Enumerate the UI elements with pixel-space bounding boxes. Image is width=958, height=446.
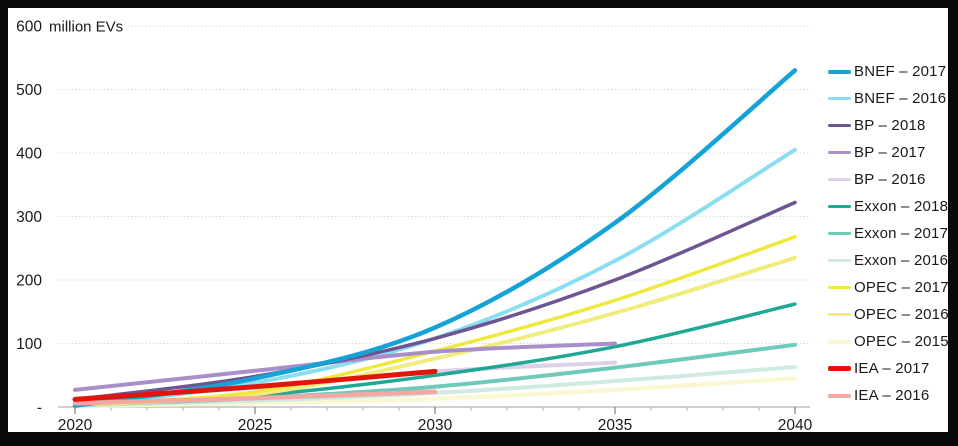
legend-item-opec-2015: OPEC – 2015 [828, 328, 949, 355]
legend-item-bnef-2016: BNEF – 2016 [828, 85, 946, 112]
chart-panel: - 100 200 300 400 500 600 million EVs 2020 2025 20… [8, 8, 949, 433]
legend-label: OPEC – 2017 [854, 279, 949, 296]
x-axis-label: 2040 [778, 417, 813, 432]
legend-item-bp-2017: BP – 2017 [828, 139, 946, 166]
legend-item-bp-2018: BP – 2018 [828, 112, 946, 139]
y-axis-label: 500 [16, 82, 42, 99]
legend-swatch-opec-2015 [828, 339, 851, 344]
series-line-iea-2017 [72, 368, 438, 402]
legend-label: OPEC – 2015 [854, 333, 949, 350]
legend-label: BNEF – 2016 [854, 90, 947, 107]
legend-label: Exxon – 2017 [854, 225, 949, 242]
legend-item-iea-2017: IEA – 2017 [828, 355, 946, 382]
legend-swatch-bnef-2016 [828, 96, 851, 101]
legend-label: Exxon – 2018 [854, 198, 949, 215]
y-axis-units-label: million EVs [49, 19, 123, 36]
legend-item-exxon-2017: Exxon – 2017 [828, 220, 949, 247]
x-axis-label: 2025 [238, 417, 272, 432]
legend-item-exxon-2018: Exxon – 2018 [828, 193, 949, 220]
y-axis-label: 200 [16, 273, 42, 290]
legend-swatch-bp-2018 [828, 124, 851, 127]
legend-swatch-exxon-2017 [828, 231, 851, 236]
series-line-bp-2018 [73, 200, 797, 402]
legend-swatch-bnef-2017 [828, 69, 851, 74]
x-axis-label: 2020 [58, 417, 93, 432]
legend-swatch-bp-2016 [828, 177, 851, 182]
y-axis-label: 400 [16, 146, 42, 163]
y-axis-label: 300 [16, 209, 42, 226]
legend-item-opec-2017: OPEC – 2017 [828, 274, 949, 301]
legend-swatch-opec-2016 [828, 312, 851, 317]
legend-label: Exxon – 2016 [854, 252, 949, 269]
legend-swatch-opec-2017 [828, 286, 851, 289]
legend-label: BP – 2017 [854, 144, 926, 161]
chart-legend: BNEF – 2017 BNEF – 2016 BP – 2018 BP – 2017… [828, 58, 949, 409]
legend-label: BP – 2016 [854, 171, 926, 188]
y-axis-label: 600 [16, 19, 42, 36]
y-axis-label: - [37, 400, 42, 417]
legend-label: OPEC – 2016 [854, 306, 949, 323]
legend-label: BNEF – 2017 [854, 63, 947, 80]
legend-label: BP – 2018 [854, 117, 926, 134]
legend-item-bnef-2017: BNEF – 2017 [828, 58, 946, 85]
y-axis-label: 100 [16, 336, 42, 353]
legend-swatch-bp-2017 [828, 150, 851, 155]
legend-item-opec-2016: OPEC – 2016 [828, 301, 949, 328]
legend-swatch-iea-2016 [828, 393, 851, 398]
legend-label: IEA – 2016 [854, 387, 930, 404]
legend-item-bp-2016: BP – 2016 [828, 166, 946, 193]
legend-item-iea-2016: IEA – 2016 [828, 382, 946, 409]
series-line-bnef-2017 [72, 68, 798, 408]
series-line-iea-2016 [72, 389, 438, 406]
x-axis-label: 2030 [418, 417, 453, 432]
legend-swatch-exxon-2016 [828, 258, 851, 263]
series-line-bnef-2016 [73, 147, 797, 408]
legend-label: IEA – 2017 [854, 360, 930, 377]
ev-forecast-chart: - 100 200 300 400 500 600 million EVs 2020 2025 20… [16, 19, 813, 433]
legend-swatch-exxon-2018 [828, 205, 851, 208]
legend-swatch-iea-2017 [828, 366, 851, 371]
x-axis-label: 2035 [598, 417, 632, 432]
legend-item-exxon-2016: Exxon – 2016 [828, 247, 949, 274]
